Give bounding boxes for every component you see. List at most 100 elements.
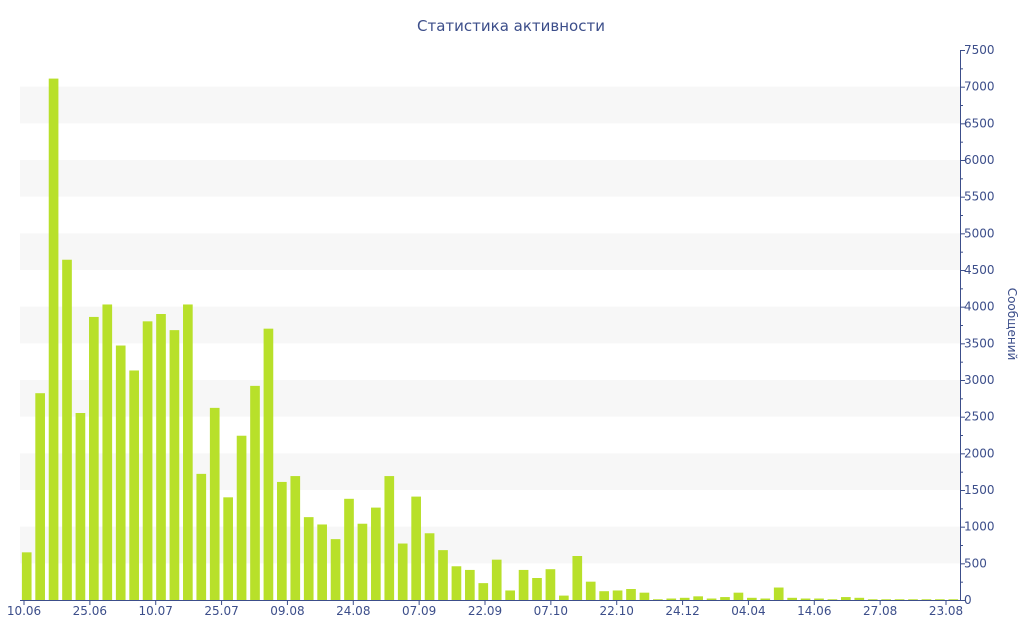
- y-tick-label: 3000: [964, 373, 995, 387]
- bar: [465, 569, 475, 600]
- x-tick-label: 27.08: [863, 604, 897, 618]
- bar: [800, 598, 811, 600]
- bar: [921, 599, 932, 600]
- x-tick-label: 25.06: [73, 604, 107, 618]
- bar: [129, 370, 139, 600]
- bar: [183, 304, 193, 600]
- bar: [384, 476, 395, 600]
- x-tick-label: 24.08: [336, 604, 370, 618]
- bar: [89, 316, 99, 600]
- y-tick-label: 0: [964, 593, 972, 607]
- bar: [290, 476, 301, 600]
- y-tick-label: 500: [964, 556, 987, 570]
- grid-band: [20, 233, 960, 270]
- x-tick-label: 22.09: [468, 604, 502, 618]
- x-tick-label: 07.10: [534, 604, 568, 618]
- bar: [720, 597, 730, 600]
- bar: [478, 583, 489, 600]
- y-tick-label: 5000: [964, 226, 995, 240]
- bar: [223, 497, 233, 600]
- y-tick-label: 3500: [964, 336, 995, 350]
- y-tick-label: 7500: [964, 43, 995, 57]
- bar: [653, 599, 663, 600]
- bar: [706, 598, 717, 600]
- bar: [787, 597, 797, 600]
- bar: [209, 407, 220, 600]
- bar: [330, 539, 341, 600]
- bar: [196, 473, 207, 600]
- bar: [397, 543, 408, 600]
- bar: [344, 498, 354, 600]
- bar: [169, 330, 180, 600]
- bar: [679, 597, 690, 600]
- bar: [505, 590, 515, 600]
- y-tick-label: 2500: [964, 410, 995, 424]
- bar: [773, 587, 784, 600]
- x-tick-label: 24.12: [665, 604, 699, 618]
- x-tick-label: 23.08: [929, 604, 963, 618]
- bars: [21, 78, 959, 601]
- bar: [115, 345, 126, 600]
- bar: [424, 533, 435, 600]
- bar: [236, 435, 247, 600]
- x-ticks: 10.06 25.06 10.07 25.07 09.08 24.08 07.09 22.09…: [7, 600, 963, 618]
- bar: [881, 599, 891, 600]
- bar: [250, 385, 260, 600]
- bar: [277, 481, 287, 600]
- bar: [572, 556, 583, 600]
- grid-bands: [20, 86, 960, 564]
- y-tick-label: 4000: [964, 300, 995, 314]
- bar: [814, 598, 824, 600]
- x-tick-label: 09.08: [270, 604, 304, 618]
- bar: [317, 524, 327, 600]
- bar: [935, 599, 945, 600]
- bar: [612, 590, 623, 600]
- x-tick-label: 10.07: [139, 604, 173, 618]
- y-axis-label: Сообщений: [1005, 288, 1019, 361]
- bar: [559, 595, 569, 600]
- bar: [867, 599, 878, 600]
- bar: [854, 597, 865, 600]
- bar: [491, 559, 502, 600]
- chart-title: Статистика активности: [417, 17, 605, 35]
- y-tick-label: 4500: [964, 263, 995, 277]
- y-ticks: 0 500 1000 1500 2000 2500 3000 3500 4000 4500 5000…: [960, 43, 995, 607]
- bar: [35, 393, 45, 600]
- bar: [599, 591, 609, 600]
- bar: [518, 569, 529, 600]
- y-tick-label: 2000: [964, 446, 995, 460]
- bar: [760, 598, 771, 600]
- bar: [371, 507, 381, 600]
- bar: [303, 517, 314, 600]
- grid-band: [20, 86, 960, 124]
- bar: [666, 598, 677, 600]
- bar: [532, 578, 542, 600]
- bar: [102, 304, 113, 600]
- bar: [48, 78, 59, 601]
- bar: [263, 328, 274, 600]
- bar: [142, 321, 153, 600]
- y-tick-label: 7000: [964, 80, 995, 94]
- bar: [626, 589, 636, 600]
- bar: [156, 314, 166, 600]
- bar: [841, 597, 851, 600]
- bar: [639, 592, 650, 600]
- bar: [411, 496, 421, 600]
- y-tick-label: 6000: [964, 153, 995, 167]
- bar: [62, 259, 72, 600]
- y-tick-label: 6500: [964, 116, 995, 130]
- y-tick-label: 1000: [964, 520, 995, 534]
- bar: [827, 599, 838, 600]
- bar: [908, 599, 918, 600]
- bar: [585, 581, 596, 600]
- bar: [75, 413, 86, 600]
- y-tick-label: 5500: [964, 190, 995, 204]
- y-tick-label: 1500: [964, 483, 995, 497]
- x-tick-label: 04.04: [731, 604, 765, 618]
- bar: [733, 592, 744, 600]
- bar: [451, 566, 462, 600]
- bar: [894, 599, 905, 600]
- x-tick-label: 10.06: [7, 604, 41, 618]
- bar: [747, 597, 757, 600]
